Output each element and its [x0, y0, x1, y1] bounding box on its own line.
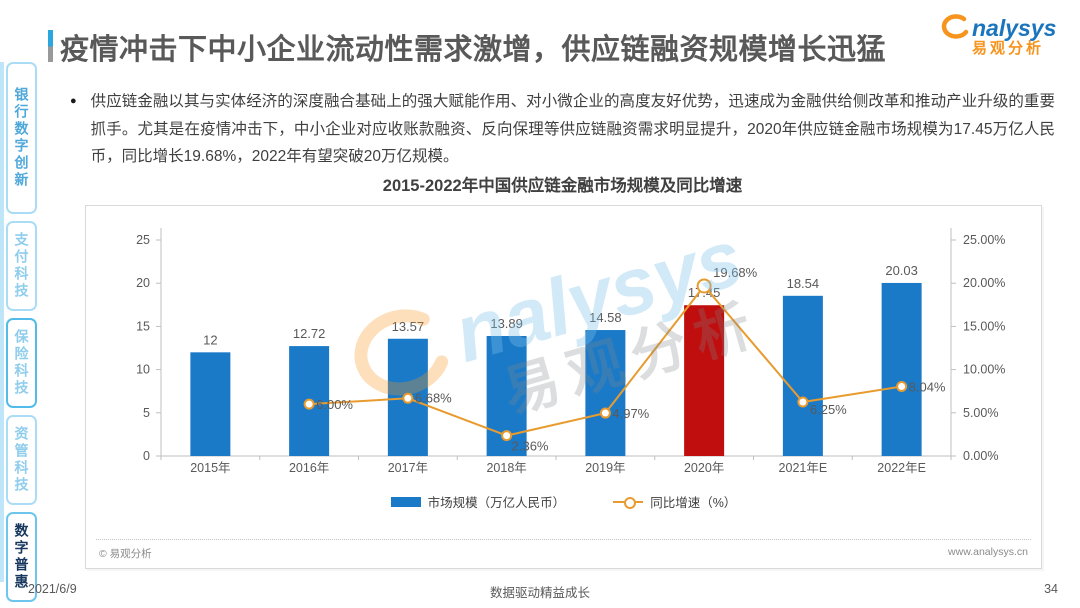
growth-marker-2021年E	[797, 396, 809, 408]
logo-brand-cn: 易观分析	[972, 40, 1045, 57]
left-axis-tick: 20	[136, 276, 150, 290]
legend-label-growth-rate: 同比增速（%）	[650, 496, 737, 510]
logo-brand-en: nalysys	[972, 15, 1057, 41]
bar-value-label: 12.72	[293, 326, 326, 341]
legend-item-market-size: 市场规模（万亿人民币）	[390, 492, 566, 511]
bar-value-label: 20.03	[885, 263, 918, 278]
title-accent-bar	[48, 30, 53, 62]
right-axis-tick: 5.00%	[963, 406, 998, 420]
summary-block: ● 供应链金融以其与实体经济的深度融合基础上的强大赋能作用、对小微企业的高度友好…	[70, 88, 1055, 171]
left-axis-tick: 10	[136, 363, 150, 377]
bullet-icon: ●	[70, 95, 77, 107]
growth-marker-2017年	[402, 392, 414, 404]
right-axis-tick: 20.00%	[963, 276, 1005, 290]
sidebar-tab-insurance-tech[interactable]: 保险科技	[6, 318, 37, 408]
right-axis-tick: 15.00%	[963, 319, 1005, 333]
page-title: 疫情冲击下中小企业流动性需求激增，供应链融资规模增长迅猛	[60, 34, 887, 66]
sidebar-tab-bank-digital-innovation[interactable]: 银行数字创新	[6, 62, 37, 214]
sidebar-tab-digital-inclusion[interactable]: 数字普惠	[6, 512, 37, 602]
bar-2015年	[190, 352, 231, 456]
bar-value-label: 14.58	[589, 310, 622, 325]
analysys-logo: nalysys 易观分析	[936, 12, 1072, 58]
growth-value-label: 2.36%	[512, 439, 549, 454]
growth-marker-2020年	[696, 278, 712, 294]
growth-marker-2016年	[303, 398, 315, 410]
chart-website: www.analysys.cn	[948, 546, 1028, 558]
market-size-growth-chart: 0 5 10 15 20 25 0.00% 5.00% 10.00% 15.00% 20.00% 25…	[136, 228, 1005, 475]
left-axis-tick: 0	[143, 449, 150, 463]
growth-value-label: 8.04%	[909, 380, 946, 395]
growth-value-label: 4.97%	[612, 406, 649, 421]
category-label: 2019年	[585, 461, 625, 475]
growth-value-label: 6.25%	[810, 402, 847, 417]
card-footer: © 易观分析 www.analysys.cn	[86, 546, 1041, 561]
category-label: 2021年E	[779, 461, 828, 475]
legend-label-market-size: 市场规模（万亿人民币）	[427, 496, 566, 510]
growth-value-label: 19.68%	[713, 265, 758, 280]
chart-title: 2015-2022年中国供应链金融市场规模及同比增速	[382, 177, 743, 195]
bar-value-label: 12	[203, 332, 217, 347]
bar-value-label: 18.54	[787, 276, 820, 291]
bar-2022年E	[881, 282, 922, 456]
growth-value-label: 6.00%	[316, 397, 353, 412]
chart-card: 0 5 10 15 20 25 0.00% 5.00% 10.00% 15.00% 20.00% 25…	[85, 205, 1042, 569]
growth-marker-2022年E	[896, 381, 908, 393]
legend-item-growth-rate: 同比增速（%）	[613, 492, 736, 511]
category-label: 2016年	[289, 461, 329, 475]
growth-value-label: 6.68%	[415, 390, 452, 405]
category-label: 2022年E	[877, 461, 926, 475]
left-axis-tick: 25	[136, 233, 150, 247]
bar-2021年E	[782, 295, 823, 456]
sidebar: 银行数字创新 支付科技 保险科技 资管科技 数字普惠	[6, 62, 37, 602]
chart-copyright: © 易观分析	[99, 548, 152, 560]
left-axis-tick: 15	[136, 319, 150, 333]
growth-marker-2019年	[599, 407, 611, 419]
right-axis-tick: 25.00%	[963, 233, 1005, 247]
sidebar-tab-payment-tech[interactable]: 支付科技	[6, 221, 37, 311]
analysys-swirl-icon	[941, 14, 969, 39]
footer-page-number: 34	[1044, 582, 1058, 596]
chart-legend: 市场规模（万亿人民币） 同比增速（%）	[86, 492, 1041, 511]
category-label: 2017年	[388, 461, 428, 475]
bar-2020年	[684, 305, 725, 456]
category-label: 2018年	[486, 461, 526, 475]
footer-date: 2021/6/9	[28, 582, 77, 596]
bar-value-label: 13.89	[490, 316, 523, 331]
sidebar-edge-strip	[0, 62, 4, 582]
right-axis-tick: 0.00%	[963, 449, 998, 463]
bar-value-label: 13.57	[392, 319, 425, 334]
summary-text: 供应链金融以其与实体经济的深度融合基础上的强大赋能作用、对小微企业的高度友好优势…	[90, 93, 1055, 165]
right-axis-tick: 10.00%	[963, 363, 1005, 377]
line-series-swatch-icon	[613, 496, 644, 509]
category-label: 2020年	[684, 461, 724, 475]
bar-series-swatch-icon	[390, 496, 421, 507]
category-label: 2015年	[190, 461, 230, 475]
sidebar-tab-asset-mgmt-tech[interactable]: 资管科技	[6, 415, 37, 505]
bar-2019年	[585, 330, 626, 456]
growth-marker-2018年	[501, 430, 513, 442]
card-divider	[96, 539, 1031, 540]
footer-slogan: 数据驱动精益成长	[489, 586, 590, 600]
left-axis-tick: 5	[143, 406, 150, 420]
